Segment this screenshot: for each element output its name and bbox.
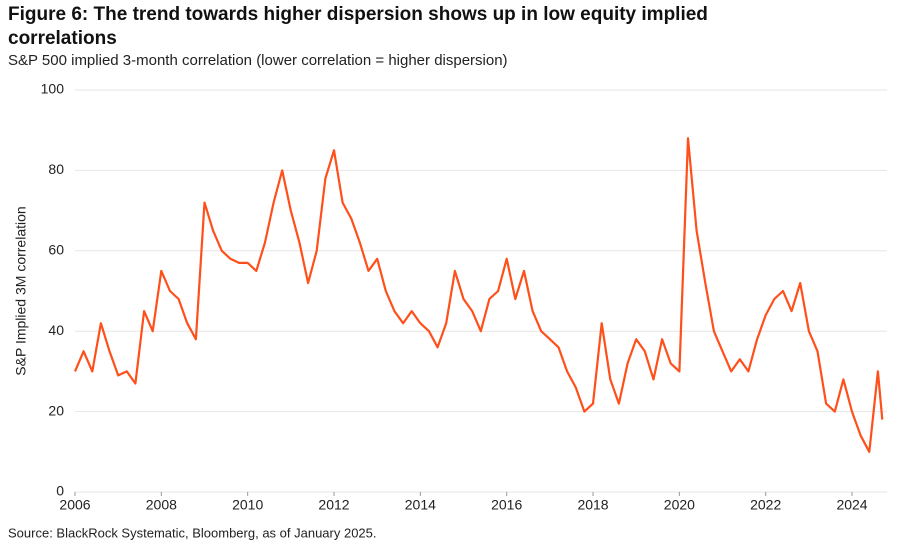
x-tick-label: 2024 bbox=[836, 497, 867, 513]
x-tick-label: 2020 bbox=[664, 497, 695, 513]
y-tick-label: 100 bbox=[41, 81, 65, 97]
title-line: correlations bbox=[8, 28, 117, 49]
x-tick-label: 2022 bbox=[750, 497, 781, 513]
y-tick-label: 40 bbox=[48, 322, 64, 338]
x-tick-label: 2006 bbox=[59, 497, 90, 513]
title-line: Figure 6: The trend towards higher dispe… bbox=[8, 4, 708, 25]
plot-area: 0 20 40 60 80 100 2006 2008 2010 2012 2014 2016 2018… bbox=[41, 81, 887, 513]
x-tick-label: 2016 bbox=[491, 497, 522, 513]
y-tick-label: 0 bbox=[56, 483, 64, 499]
data-line bbox=[73, 137, 884, 453]
x-tick-label: 2018 bbox=[577, 497, 608, 513]
x-tick-label: 2010 bbox=[232, 497, 263, 513]
y-tick-label: 60 bbox=[48, 242, 64, 258]
chart-title: Figure 6: The trend towards higher dispe… bbox=[8, 4, 708, 49]
y-tick-label: 80 bbox=[48, 161, 64, 177]
x-tick-label: 2012 bbox=[318, 497, 349, 513]
chart-subtitle: S&P 500 implied 3-month correlation (low… bbox=[8, 52, 508, 69]
y-axis-label: S&P Implied 3M correlation bbox=[13, 206, 29, 375]
x-tick-label: 2008 bbox=[146, 497, 177, 513]
x-tick-label: 2014 bbox=[405, 497, 436, 513]
y-tick-label: 20 bbox=[48, 402, 64, 418]
source-note: Source: BlackRock Systematic, Bloomberg,… bbox=[8, 525, 377, 540]
